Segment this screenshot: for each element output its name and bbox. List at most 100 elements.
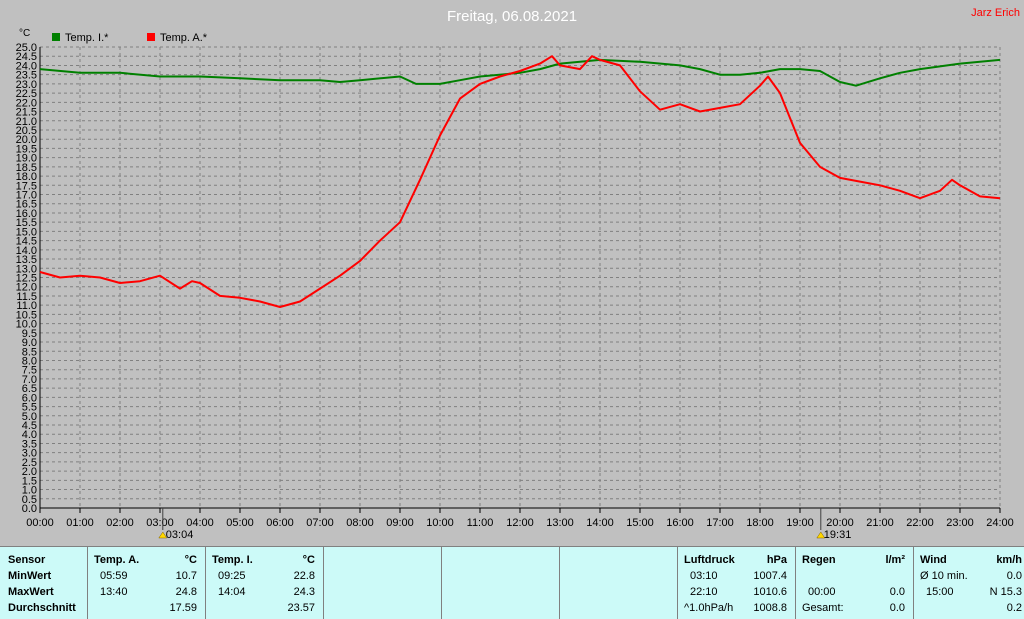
x-tick-label: 04:00	[186, 517, 214, 529]
y-tick-label: 14.5	[16, 236, 37, 248]
chart-markers: 03:04 19:31	[158, 508, 852, 541]
wind-unit: km/h	[996, 554, 1022, 566]
chart-title: Freitag, 06.08.2021	[447, 8, 577, 25]
y-tick-label: 6.5	[22, 383, 37, 395]
pressure-header: Luftdruck	[684, 554, 735, 566]
y-tick-label: 23.0	[16, 79, 37, 91]
x-tick-label: 23:00	[946, 517, 974, 529]
y-tick-label: 24.5	[16, 51, 37, 63]
outdoor-temp-line	[39, 55, 1001, 308]
x-tick-label: 05:00	[226, 517, 254, 529]
y-tick-label: 2.5	[22, 457, 37, 469]
rain-time: 00:00	[808, 586, 836, 598]
y-tick-label: 1.0	[22, 485, 37, 497]
legend-outdoor-swatch	[147, 33, 155, 41]
y-tick-label: 15.5	[16, 217, 37, 229]
y-tick-label: 24.0	[16, 60, 37, 72]
x-tick-label: 17:00	[706, 517, 734, 529]
outdoor-temp-unit: °C	[184, 554, 197, 566]
statistics-table: Sensor MinWert MaxWert Durchschnitt Temp…	[0, 546, 1024, 619]
x-tick-label: 02:00	[106, 517, 134, 529]
wind-header: Wind	[920, 554, 947, 566]
x-tick-label: 22:00	[906, 517, 934, 529]
x-tick-label: 09:00	[386, 517, 414, 529]
indoor-avg-value: 23.57	[287, 602, 315, 614]
y-tick-label: 5.0	[22, 411, 37, 423]
y-tick-label: 16.0	[16, 208, 37, 220]
y-tick-label: 0.5	[22, 494, 37, 506]
legend-outdoor-label: Temp. A.*	[160, 32, 208, 44]
wind-column: Wind km/h Ø 10 min. 0.0 15:00 N 15.3 0.2	[914, 547, 1024, 619]
y-tick-label: 18.0	[16, 171, 37, 183]
sensor-column: Sensor MinWert MaxWert Durchschnitt	[0, 547, 88, 619]
sunrise-time-label: 03:04	[166, 529, 194, 541]
x-tick-label: 00:00	[26, 517, 54, 529]
y-tick-label: 19.5	[16, 143, 37, 155]
y-tick-label: 19.0	[16, 153, 37, 165]
indoor-temp-column: Temp. I. °C 09:25 22.8 14:04 24.3 23.57	[206, 547, 324, 619]
indoor-min-time: 09:25	[218, 570, 246, 582]
pressure-column: Luftdruck hPa 03:10 1007.4 22:10 1010.6 …	[678, 547, 796, 619]
y-tick-label: 12.0	[16, 282, 37, 294]
x-tick-label: 07:00	[306, 517, 334, 529]
empty-column-1	[324, 547, 442, 619]
min-row-label: MinWert	[8, 570, 52, 582]
y-tick-label: 16.5	[16, 199, 37, 211]
chart-axes: 0.00.51.01.52.02.53.03.54.04.55.05.56.06…	[16, 42, 1014, 529]
y-tick-label: 8.0	[22, 355, 37, 367]
pressure-min-time: 03:10	[690, 570, 718, 582]
sensor-header: Sensor	[8, 554, 46, 566]
legend-indoor-label: Temp. I.*	[65, 32, 109, 44]
rain-total-label: Gesamt:	[802, 602, 844, 614]
y-tick-label: 0.0	[22, 503, 37, 515]
y-tick-label: 5.5	[22, 402, 37, 414]
pressure-trend-label: ^1.0hPa/h	[684, 602, 734, 614]
y-tick-label: 21.0	[16, 116, 37, 128]
y-tick-label: 22.0	[16, 97, 37, 109]
wind-row3-value: 0.2	[1006, 602, 1022, 614]
outdoor-min-value: 10.7	[175, 570, 197, 582]
rain-value: 0.0	[889, 586, 905, 598]
empty-column-3	[560, 547, 678, 619]
outdoor-temp-header: Temp. A.	[94, 554, 140, 566]
outdoor-temp-column: Temp. A. °C 05:59 10.7 13:40 24.8 17.59	[88, 547, 206, 619]
y-tick-label: 13.0	[16, 263, 37, 275]
y-tick-label: 13.5	[16, 254, 37, 266]
x-tick-label: 06:00	[266, 517, 294, 529]
wind-gust-value: N 15.3	[989, 586, 1022, 598]
rain-column: Regen l/m² 00:00 0.0 Gesamt: 0.0	[796, 547, 914, 619]
y-tick-label: 20.5	[16, 125, 37, 137]
sunset-time-label: 19:31	[824, 529, 852, 541]
outdoor-avg-value: 17.59	[169, 602, 197, 614]
y-tick-label: 4.5	[22, 420, 37, 432]
y-tick-label: 23.5	[16, 70, 37, 82]
y-tick-label: 25.0	[16, 42, 37, 54]
x-tick-label: 21:00	[866, 517, 894, 529]
y-tick-label: 17.0	[16, 190, 37, 202]
y-tick-label: 21.5	[16, 107, 37, 119]
y-tick-label: 3.0	[22, 448, 37, 460]
indoor-min-value: 22.8	[293, 570, 315, 582]
x-tick-label: 03:00	[146, 517, 174, 529]
outdoor-max-time: 13:40	[100, 586, 128, 598]
y-tick-label: 15.0	[16, 226, 37, 238]
brand-label: Jarz Erich	[971, 7, 1020, 19]
y-tick-label: 9.0	[22, 337, 37, 349]
x-tick-label: 15:00	[626, 517, 654, 529]
x-tick-label: 11:00	[467, 517, 494, 529]
indoor-max-time: 14:04	[218, 586, 246, 598]
y-tick-label: 1.5	[22, 475, 37, 487]
y-tick-label: 20.0	[16, 134, 37, 146]
sunrise-icon	[158, 531, 168, 539]
chart-legend: Temp. I.* Temp. A.*	[52, 32, 208, 44]
rain-unit: l/m²	[885, 554, 905, 566]
x-tick-label: 14:00	[586, 517, 614, 529]
empty-column-2	[442, 547, 560, 619]
y-tick-label: 10.5	[16, 309, 37, 321]
chart-grid	[39, 46, 1001, 509]
avg-row-label: Durchschnitt	[8, 602, 76, 614]
x-tick-label: 19:00	[786, 517, 814, 529]
y-tick-label: 9.5	[22, 328, 37, 340]
x-tick-label: 13:00	[546, 517, 574, 529]
y-tick-label: 22.5	[16, 88, 37, 100]
